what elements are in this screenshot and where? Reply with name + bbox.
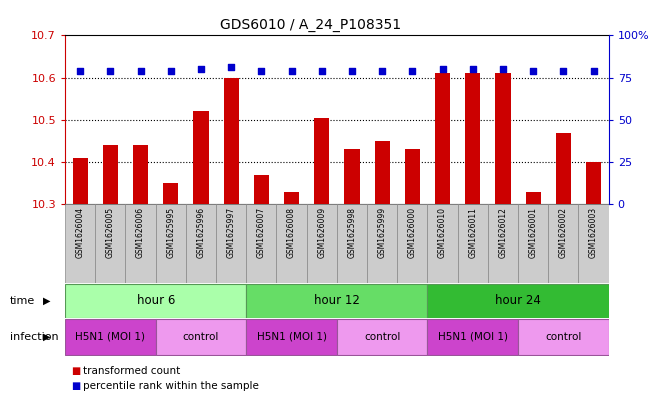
Bar (428, 284, 609, 318)
Point (407, 68, 417, 74)
Point (377, 68, 387, 74)
Text: GSM1626007: GSM1626007 (257, 207, 266, 258)
Text: GSM1626009: GSM1626009 (317, 207, 326, 258)
Bar (216, 204, 246, 283)
Bar (405, 149, 420, 204)
Text: control: control (183, 332, 219, 342)
Point (467, 66, 478, 72)
Text: GSM1626004: GSM1626004 (76, 207, 85, 258)
Point (75, 68, 85, 74)
Bar (428, 204, 458, 283)
Point (286, 68, 297, 74)
Point (437, 66, 448, 72)
Text: hour 12: hour 12 (314, 294, 360, 307)
Point (316, 68, 327, 74)
Bar (133, 145, 148, 204)
Text: H5N1 (MOI 1): H5N1 (MOI 1) (256, 332, 327, 342)
Text: time: time (10, 296, 35, 306)
Bar (314, 118, 329, 204)
Bar (548, 204, 579, 283)
Bar (156, 204, 186, 283)
Text: GSM1625999: GSM1625999 (378, 207, 387, 258)
Bar (556, 132, 571, 204)
Bar (65, 284, 246, 318)
Bar (277, 204, 307, 283)
Bar (495, 73, 510, 204)
Text: GSM1626006: GSM1626006 (136, 207, 145, 258)
Bar (367, 204, 397, 283)
Point (498, 66, 508, 72)
Bar (586, 162, 601, 204)
Text: GSM1626010: GSM1626010 (438, 207, 447, 258)
Text: control: control (545, 332, 581, 342)
Bar (284, 192, 299, 204)
Text: hour 24: hour 24 (495, 294, 541, 307)
Text: GSM1625996: GSM1625996 (197, 207, 206, 258)
Bar (224, 77, 239, 204)
Text: GSM1626011: GSM1626011 (468, 207, 477, 257)
Point (256, 68, 267, 74)
Text: H5N1 (MOI 1): H5N1 (MOI 1) (76, 332, 145, 342)
Bar (95, 204, 126, 283)
Bar (397, 204, 428, 283)
Text: hour 6: hour 6 (137, 294, 175, 307)
Text: GSM1626002: GSM1626002 (559, 207, 568, 258)
Bar (465, 73, 480, 204)
Text: ▶: ▶ (43, 296, 51, 306)
Bar (337, 319, 428, 355)
Text: GDS6010 / A_24_P108351: GDS6010 / A_24_P108351 (220, 18, 402, 32)
Bar (246, 284, 428, 318)
Text: GSM1626003: GSM1626003 (589, 207, 598, 258)
Point (589, 68, 599, 74)
Bar (488, 204, 518, 283)
Bar (65, 204, 95, 283)
Point (165, 68, 176, 74)
Bar (126, 204, 156, 283)
Bar (246, 319, 337, 355)
Bar (73, 158, 88, 204)
Bar (103, 145, 118, 204)
Text: GSM1625997: GSM1625997 (227, 207, 236, 258)
Text: ■: ■ (72, 381, 81, 391)
Bar (156, 319, 246, 355)
Bar (374, 141, 390, 204)
Point (226, 64, 236, 71)
Text: transformed count: transformed count (83, 366, 180, 376)
Bar (65, 319, 156, 355)
Bar (579, 204, 609, 283)
Bar (193, 111, 208, 204)
Text: GSM1626001: GSM1626001 (529, 207, 538, 258)
Bar (307, 204, 337, 283)
Text: GSM1625998: GSM1625998 (348, 207, 357, 258)
Point (558, 68, 568, 74)
Point (347, 68, 357, 74)
Bar (518, 319, 609, 355)
Point (196, 66, 206, 72)
Text: GSM1625995: GSM1625995 (166, 207, 175, 258)
Point (135, 68, 146, 74)
Text: H5N1 (MOI 1): H5N1 (MOI 1) (437, 332, 508, 342)
Text: GSM1626000: GSM1626000 (408, 207, 417, 258)
Bar (337, 204, 367, 283)
Bar (518, 204, 548, 283)
Bar (428, 319, 518, 355)
Bar (458, 204, 488, 283)
Point (528, 68, 538, 74)
Text: ▶: ▶ (43, 332, 51, 342)
Text: percentile rank within the sample: percentile rank within the sample (83, 381, 259, 391)
Bar (186, 204, 216, 283)
Point (105, 68, 116, 74)
Bar (163, 183, 178, 204)
Text: infection: infection (10, 332, 59, 342)
Text: GSM1626008: GSM1626008 (287, 207, 296, 258)
Bar (525, 192, 541, 204)
Text: control: control (364, 332, 400, 342)
Text: GSM1626012: GSM1626012 (499, 207, 508, 257)
Text: GSM1626005: GSM1626005 (106, 207, 115, 258)
Bar (344, 149, 359, 204)
Bar (254, 175, 269, 204)
Bar (246, 204, 277, 283)
Text: ■: ■ (72, 366, 81, 376)
Bar (435, 73, 450, 204)
